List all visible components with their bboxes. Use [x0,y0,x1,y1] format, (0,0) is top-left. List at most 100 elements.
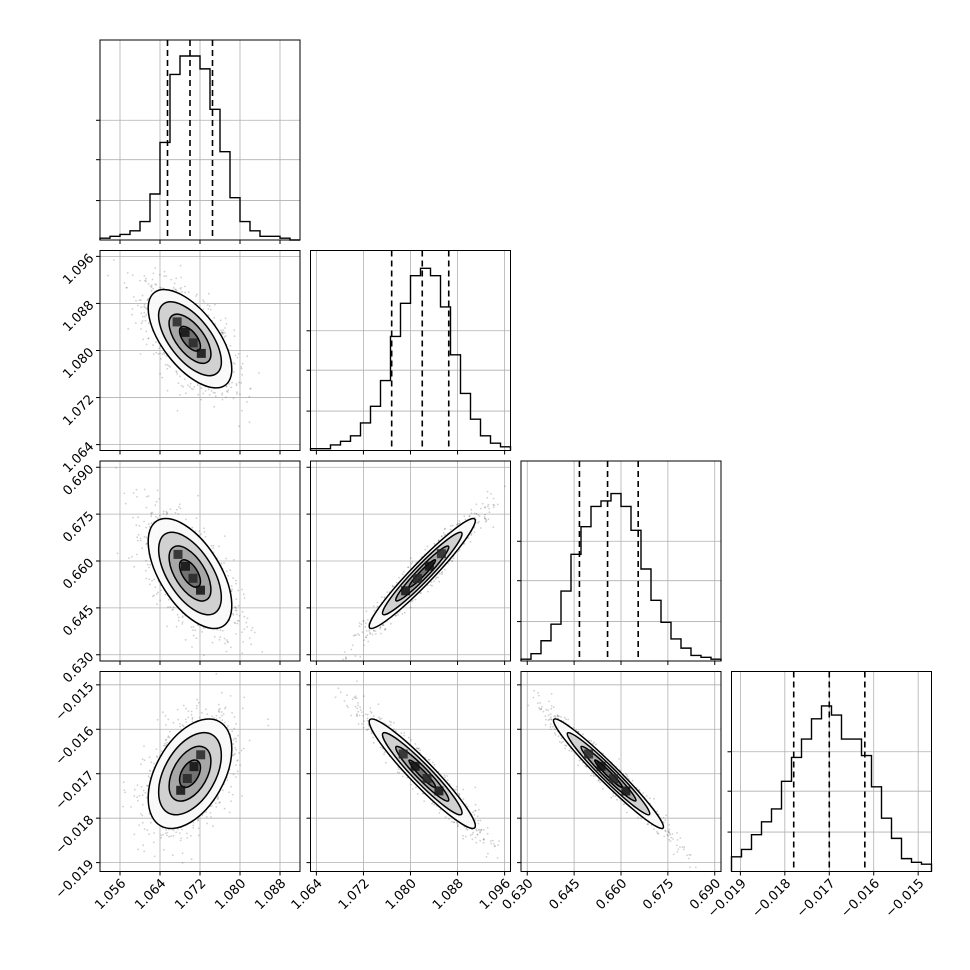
sample-point [197,494,199,497]
sample-point [146,784,148,787]
sample-point [212,391,215,394]
sample-point [143,275,146,277]
sample-point [391,585,394,588]
sample-point [379,626,382,628]
sample-point [204,536,207,538]
sample-point [414,598,417,601]
sample-point [342,658,344,661]
sample-point [420,592,422,595]
sample-point [179,288,182,290]
sample-point [470,534,473,536]
sample-point [241,588,244,591]
sample-point [169,606,172,608]
sample-point [344,656,347,658]
sample-point [213,635,216,638]
sample-point [230,585,233,587]
sample-point [410,600,413,603]
sample-point [479,507,482,510]
sample-point [156,718,159,721]
sample-point [467,537,470,539]
sample-point [200,533,203,535]
sample-point [208,305,211,307]
sample-point [124,791,126,794]
sample-point [469,540,472,543]
sample-point [141,803,144,806]
sample-point [240,366,243,368]
sample-point [345,657,348,660]
sample-point [186,837,189,839]
sample-point [219,707,221,710]
sample-point [191,718,194,720]
sample-point [364,636,367,638]
sample-point [150,522,153,525]
sample-point [222,331,224,334]
sample-point [207,308,210,310]
sample-point [195,295,197,297]
sample-point [223,535,226,537]
sample-point [192,634,195,637]
sample-point [484,517,486,520]
sample-point [354,634,357,637]
sample-point [232,612,234,615]
scatter-panel-2-0 [96,460,301,665]
sample-point [235,582,238,585]
sample-point [479,527,482,529]
sample-point [231,793,234,796]
sample-point [373,609,376,612]
sample-point [398,576,400,579]
sample-point [235,748,238,751]
sample-point [152,272,155,275]
sample-point [146,563,149,566]
sample-point [178,506,180,508]
sample-point [483,517,486,520]
sample-point [443,568,446,571]
sample-point [354,655,357,657]
sample-point [146,298,149,301]
sample-point [451,560,453,563]
sample-point [488,511,491,514]
density-bin [196,585,205,595]
sample-point [209,308,212,311]
sample-point [158,498,161,500]
sample-point [185,518,187,521]
sample-point [125,286,128,289]
sample-point [493,504,496,507]
sample-point [140,322,143,325]
sample-point [165,275,168,277]
sample-point [486,505,489,508]
sample-point [165,355,168,357]
histogram-panel-3 [727,671,933,876]
sample-point [241,362,244,365]
sample-point [167,736,170,739]
sample-point [196,819,199,822]
sample-point [360,623,363,626]
sample-point [173,282,176,285]
sample-point [200,711,203,714]
sample-point [226,391,229,393]
sample-point [198,530,201,532]
sample-point [236,619,239,622]
sample-point [232,577,235,579]
sample-point [369,632,371,634]
sample-point [228,811,231,814]
sample-point [241,610,244,613]
sample-point [236,356,239,359]
sample-point [150,761,153,764]
sample-point [135,299,137,302]
sample-point [407,566,409,569]
sample-point [234,606,237,608]
sample-point [159,599,162,602]
sample-point [246,355,249,358]
sample-point [158,273,161,276]
sample-point [411,599,414,602]
sample-point [151,511,154,514]
sample-point [373,629,375,632]
sample-point [196,624,199,626]
sample-point [190,858,193,861]
sample-point [470,508,473,511]
sample-point [390,622,392,625]
sample-point [145,542,148,545]
sample-point [175,277,178,280]
sample-point [251,626,254,629]
sample-point [202,392,205,395]
